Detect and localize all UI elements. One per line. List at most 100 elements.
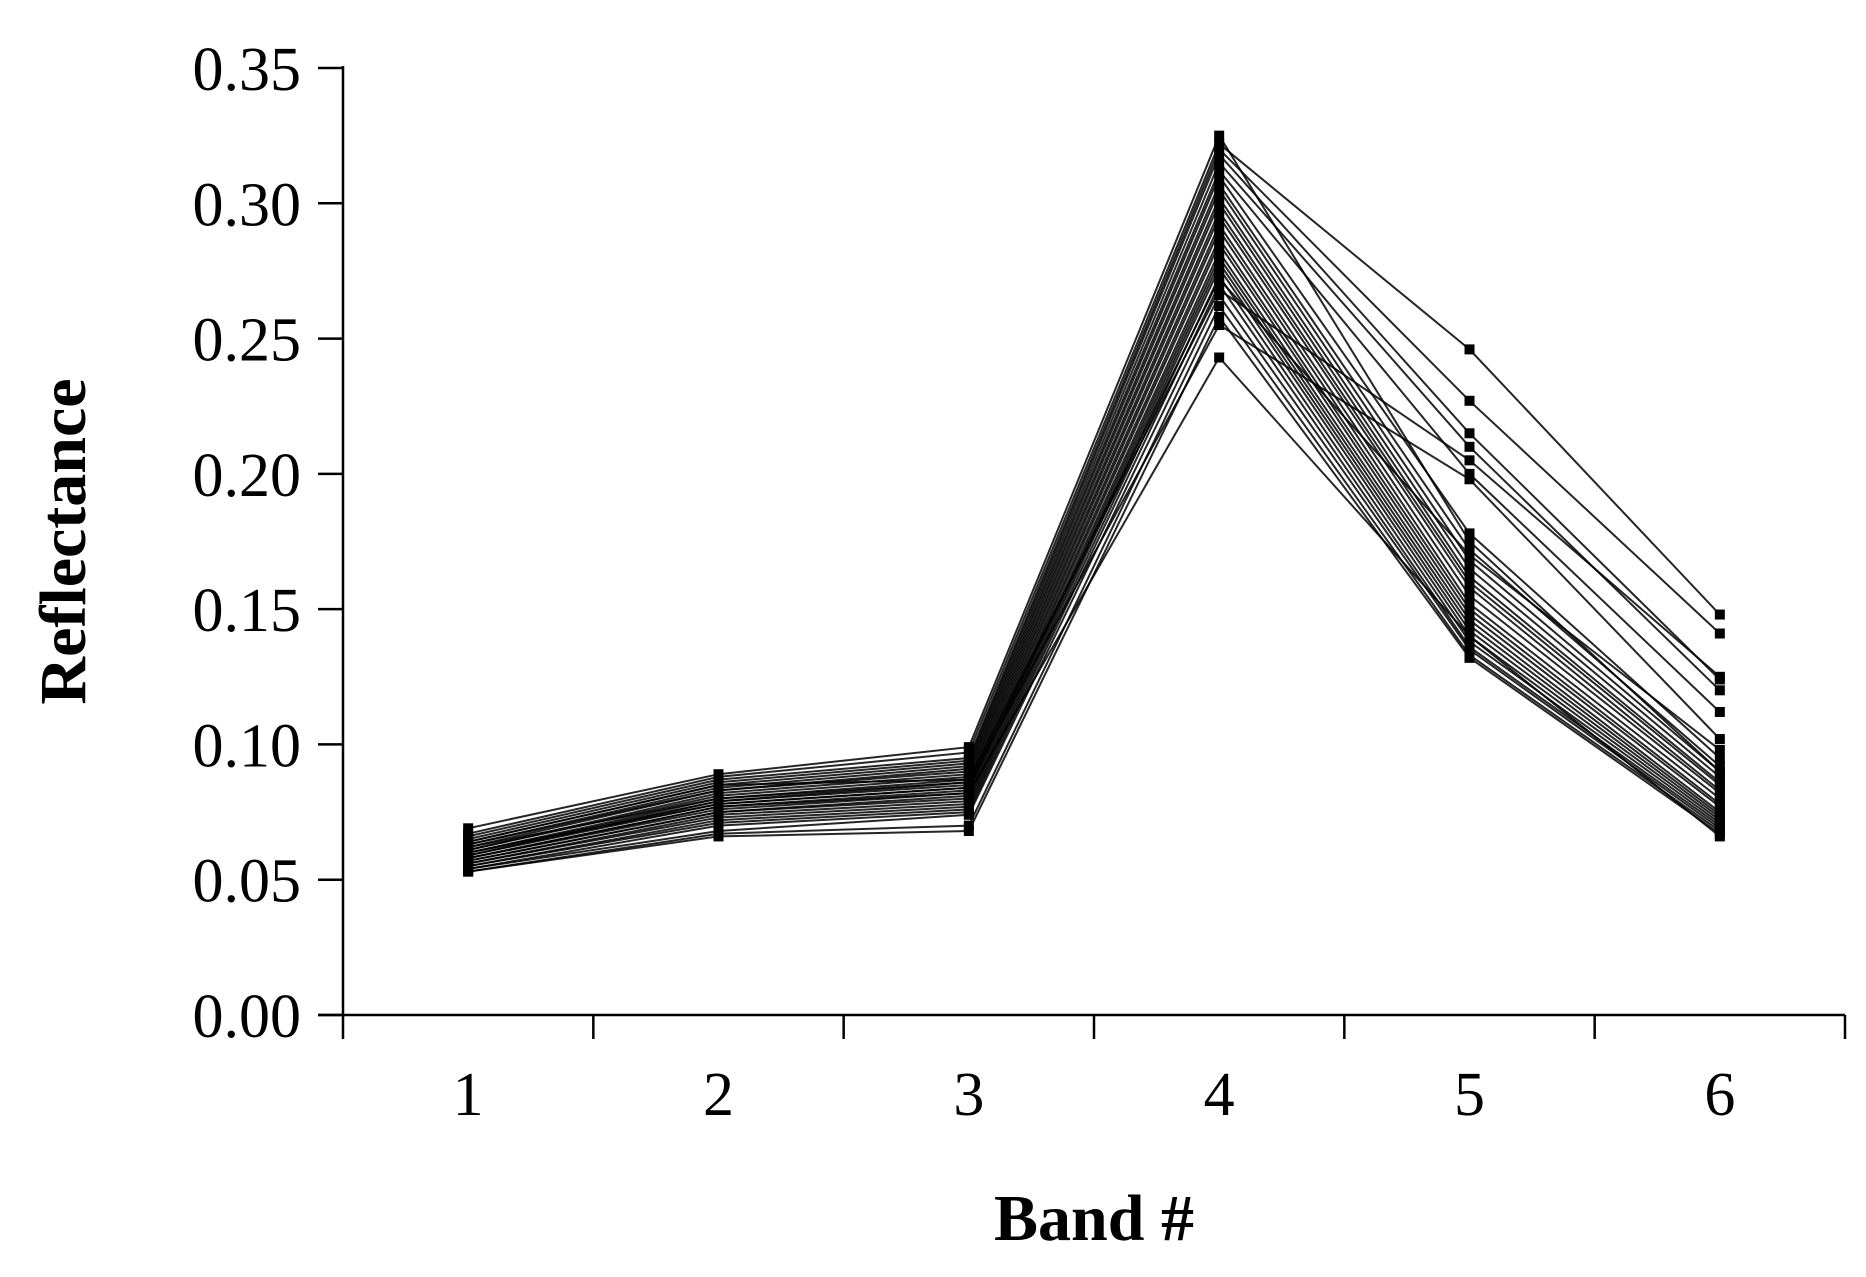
data-point-marker — [1464, 528, 1475, 539]
series-line — [468, 236, 1721, 860]
y-axis-title: Reflectance — [27, 378, 100, 704]
data-point-marker — [713, 793, 724, 804]
data-point-marker — [963, 809, 974, 820]
data-point-marker — [1214, 171, 1225, 182]
data-point-marker — [1714, 744, 1725, 755]
series-line — [468, 293, 1721, 870]
data-point-marker — [463, 842, 474, 853]
data-point-marker — [1214, 352, 1225, 363]
data-point-marker — [1714, 801, 1725, 812]
data-point-marker — [1464, 550, 1475, 561]
x-tick-label: 4 — [1204, 1061, 1235, 1129]
data-point-marker — [1214, 192, 1225, 203]
series-line — [468, 260, 1721, 865]
data-point-marker — [1214, 165, 1225, 176]
data-point-marker — [1214, 284, 1225, 295]
series-line — [467, 222, 1721, 857]
series-20 — [463, 257, 1725, 869]
data-point-marker — [963, 826, 974, 837]
y-tick-label: 0.35 — [193, 36, 302, 104]
y-tick-layer: 0.00 0.05 0.10 0.15 0.20 0.25 0.30 0.35 — [193, 36, 343, 1051]
data-point-marker — [1214, 301, 1225, 312]
y-tick-label: 0.05 — [193, 848, 302, 916]
data-point-marker — [1214, 179, 1225, 190]
data-point-marker — [1214, 130, 1225, 141]
data-point-marker — [1714, 628, 1725, 639]
data-point-marker — [713, 820, 724, 831]
data-point-marker — [463, 847, 474, 858]
data-point-marker — [1464, 636, 1475, 647]
series-line — [467, 182, 1721, 849]
x-tick-label: 5 — [1454, 1061, 1485, 1129]
data-point-marker — [1214, 311, 1225, 322]
series-line — [468, 282, 1721, 870]
data-point-marker — [1464, 395, 1475, 406]
data-point-marker — [1464, 577, 1475, 588]
series-line — [468, 304, 1721, 873]
series-line — [468, 249, 1721, 862]
data-point-marker — [1464, 536, 1475, 547]
series-line — [467, 142, 1721, 835]
series-line — [467, 133, 1721, 830]
data-point-marker — [1464, 563, 1475, 574]
series-25 — [463, 301, 1725, 877]
data-point-marker — [1464, 652, 1475, 663]
data-point-marker — [1714, 793, 1725, 804]
x-axis-title: Band # — [994, 1182, 1194, 1255]
data-point-marker — [1214, 320, 1225, 331]
series-line — [467, 355, 1721, 860]
data-point-marker — [1464, 625, 1475, 636]
data-point-marker — [1464, 620, 1475, 631]
x-tick-label: 2 — [703, 1061, 734, 1129]
data-point-marker — [1214, 279, 1225, 290]
series-layer — [463, 130, 1725, 877]
data-point-marker — [1464, 455, 1475, 466]
data-point-marker — [463, 866, 474, 877]
data-point-marker — [1464, 598, 1475, 609]
data-point-marker — [1464, 571, 1475, 582]
data-point-marker — [1464, 344, 1475, 355]
data-point-marker — [463, 853, 474, 864]
data-point-marker — [1214, 238, 1225, 249]
data-point-marker — [1464, 631, 1475, 642]
data-point-marker — [963, 782, 974, 793]
series-line — [467, 214, 1721, 857]
series-27 — [463, 320, 1725, 853]
data-point-marker — [1464, 555, 1475, 566]
data-point-marker — [1214, 225, 1225, 236]
x-tick-label: 6 — [1704, 1061, 1735, 1129]
data-point-marker — [1214, 157, 1225, 168]
data-point-marker — [1464, 544, 1475, 555]
data-point-marker — [1714, 706, 1725, 717]
data-point-marker — [713, 798, 724, 809]
data-point-marker — [1214, 149, 1225, 160]
data-point-marker — [713, 780, 724, 791]
data-point-marker — [1464, 582, 1475, 593]
series-line — [468, 277, 1721, 854]
data-point-marker — [1214, 246, 1225, 257]
y-tick-label: 0.00 — [193, 983, 302, 1051]
series-14 — [463, 219, 1725, 861]
data-point-marker — [1714, 771, 1725, 782]
data-point-marker — [1214, 263, 1225, 274]
data-point-marker — [1714, 766, 1725, 777]
data-point-marker — [1714, 734, 1725, 745]
data-point-marker — [963, 788, 974, 799]
axes-layer — [318, 66, 1845, 1017]
y-tick-label: 0.10 — [193, 712, 302, 780]
series-line — [468, 323, 1721, 849]
data-point-marker — [1714, 609, 1725, 620]
series-line — [467, 168, 1721, 846]
data-point-marker — [1464, 604, 1475, 615]
y-tick-label: 0.15 — [193, 577, 302, 645]
data-point-marker — [1214, 290, 1225, 301]
data-point-marker — [1464, 614, 1475, 625]
data-point-marker — [1214, 211, 1225, 222]
data-point-marker — [1214, 184, 1225, 195]
series-line — [467, 147, 1721, 838]
data-point-marker — [1464, 644, 1475, 655]
y-tick-label: 0.30 — [193, 171, 302, 239]
data-point-marker — [963, 820, 974, 831]
series-line — [468, 266, 1721, 868]
